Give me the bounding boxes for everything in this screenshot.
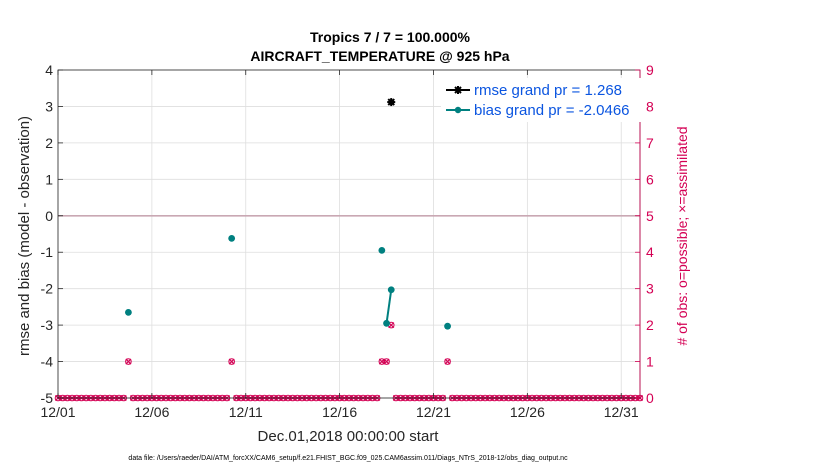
rmse-point <box>387 98 396 107</box>
x-tick-label: 12/16 <box>322 404 357 420</box>
obs-x-stroke <box>383 358 390 365</box>
obs-count-nonzero-possible <box>125 358 132 365</box>
y-tick-label: 3 <box>45 98 53 114</box>
obs-count-nonzero-assimilated <box>228 358 235 365</box>
y2-tick-label: 8 <box>646 98 654 114</box>
obs-count-nonzero-assimilated <box>125 358 132 365</box>
x-axis-label: Dec.01,2018 00:00:00 start <box>258 428 440 445</box>
y-tick-label: -1 <box>41 244 54 260</box>
y2-tick-label: 4 <box>646 244 654 260</box>
obs-count-nonzero-possible <box>444 358 451 365</box>
x-tick-label: 12/21 <box>416 404 451 420</box>
y2-tick-label: 3 <box>646 281 654 297</box>
y2-tick-label: 1 <box>646 354 654 370</box>
x-axis-ticks: 12/01 12/06 12/11 12/16 12/21 12/26 12/31 <box>40 70 639 420</box>
obs-count-nonzero-assimilated <box>444 358 451 365</box>
data-series <box>125 98 451 330</box>
y2-tick-label: 5 <box>646 208 654 224</box>
obs-x-stroke <box>388 322 395 329</box>
bias-point <box>387 286 395 294</box>
x-tick-label: 12/06 <box>134 404 169 420</box>
y2-tick-label: 9 <box>646 62 654 78</box>
obs-count-nonzero-possible <box>383 358 390 365</box>
y2-axis-label: # of obs: o=possible; ×=assimilated <box>674 126 690 345</box>
chart-title: Tropics 7 / 7 = 100.000% <box>310 29 470 45</box>
obs-x-stroke <box>125 358 132 365</box>
y-tick-label: 0 <box>45 208 53 224</box>
x-tick-label: 12/11 <box>229 404 263 420</box>
legend-bias-label: bias grand pr = -2.0466 <box>474 102 630 119</box>
bias-point <box>125 308 132 316</box>
y2-tick-label: 2 <box>646 317 654 333</box>
y-tick-label: 2 <box>45 135 53 151</box>
obs-count-nonzero-possible <box>228 358 235 365</box>
legend-bias-marker <box>454 106 462 114</box>
bias-point <box>383 319 390 327</box>
obs-x-stroke <box>228 358 235 365</box>
rmse-point-stroke <box>387 98 395 106</box>
legend: rmse grand pr = 1.268 bias grand pr = -2… <box>441 78 643 122</box>
legend-box <box>441 78 643 122</box>
y-tick-label: -5 <box>41 390 54 406</box>
legend-rmse-marker <box>454 86 462 94</box>
legend-rmse-label: rmse grand pr = 1.268 <box>474 82 622 99</box>
y-axis-label: rmse and bias (model - observation) <box>16 116 33 356</box>
bias-point <box>228 234 236 242</box>
bias-series-line <box>385 289 393 324</box>
obs-count-nonzero-assimilated <box>378 358 385 365</box>
y2-tick-label: 0 <box>646 390 654 406</box>
y-axis-ticks: -5 -4 -3 -2 -1 0 1 2 3 4 <box>41 62 63 406</box>
y-tick-label: 1 <box>45 171 53 187</box>
y-tick-label: -3 <box>41 317 54 333</box>
y2-tick-label: 6 <box>646 171 654 187</box>
obs-x-stroke <box>378 358 385 365</box>
obs-count-nonzero-assimilated <box>383 358 390 365</box>
y2-axis-ticks: 0 1 2 3 4 5 6 7 8 9 <box>635 62 654 406</box>
bias-point <box>378 247 386 254</box>
obs-count-nonzero-possible <box>378 358 386 365</box>
y-tick-label: -4 <box>41 354 54 370</box>
y-tick-label: 4 <box>45 62 53 78</box>
y-tick-label: -2 <box>41 281 54 297</box>
x-tick-label: 12/26 <box>510 404 545 420</box>
bias-point <box>444 322 451 330</box>
obs-x-stroke <box>444 358 451 365</box>
x-tick-label: 12/01 <box>40 404 75 420</box>
chart-subtitle: AIRCRAFT_TEMPERATURE @ 925 hPa <box>250 48 509 64</box>
x-tick-label: 12/31 <box>604 404 639 420</box>
plot-area <box>58 70 640 398</box>
data-file-footer: data file: /Users/raeder/DAI/ATM_forcXX/… <box>128 455 568 462</box>
y2-tick-label: 7 <box>646 135 654 151</box>
